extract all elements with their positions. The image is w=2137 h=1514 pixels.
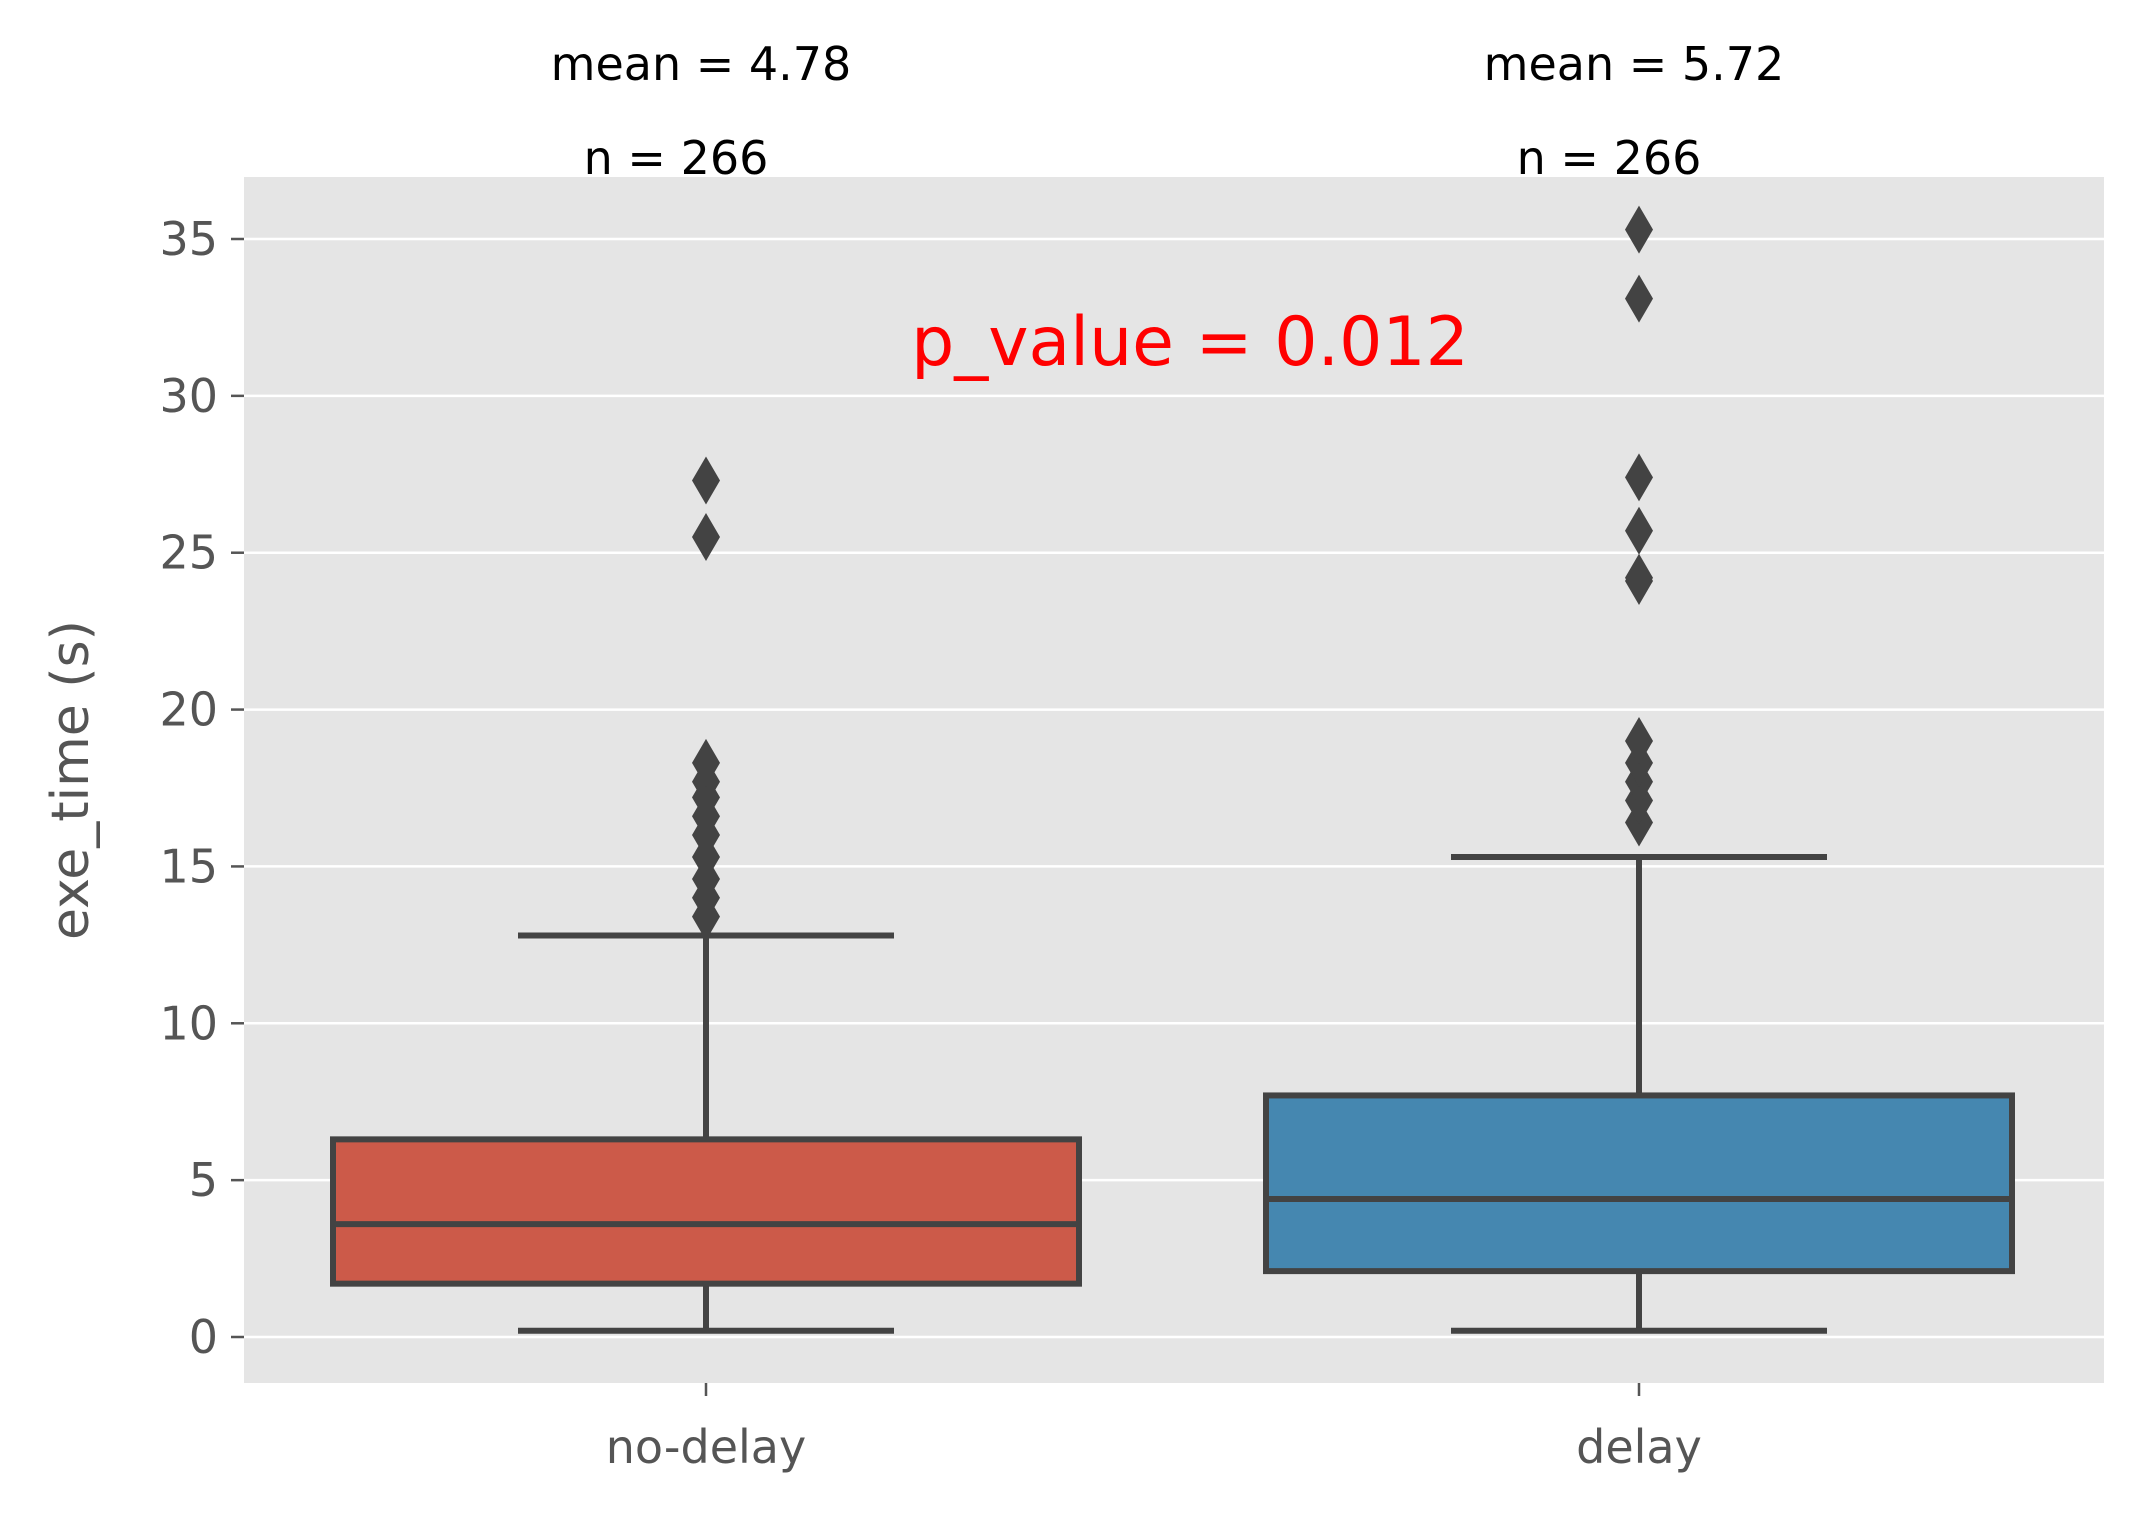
box-iqr (330, 1136, 1082, 1287)
y-tick-label: 0 (189, 1310, 218, 1364)
outlier-point (1625, 553, 1653, 602)
outlier-point (1625, 205, 1653, 254)
p-value-label: p_value = 0.012 (911, 303, 1469, 382)
x-axis: no-delay delay (606, 1383, 1702, 1474)
y-tick-label: 15 (159, 839, 218, 893)
y-tick-label: 35 (159, 212, 218, 266)
y-tick-label: 30 (159, 369, 218, 423)
y-tick-label: 25 (159, 526, 218, 580)
outlier-point (1625, 453, 1653, 502)
outlier-point (692, 456, 720, 505)
box-iqr (1263, 1092, 2015, 1275)
y-tick-label: 5 (189, 1153, 218, 1207)
x-tick-label: delay (1576, 1420, 1702, 1474)
outlier-point (1625, 506, 1653, 555)
y-tick-label: 10 (159, 996, 218, 1050)
box-group-no-delay (330, 456, 1082, 1334)
box-series (330, 205, 2015, 1334)
outlier-point (1625, 716, 1653, 765)
x-tick-label: no-delay (606, 1420, 806, 1474)
mean-annotation: mean = 4.78 (551, 37, 852, 91)
box-group-delay (1263, 205, 2015, 1334)
y-axis: 0 5 10 15 20 25 30 35 (159, 212, 244, 1364)
y-axis-label: exe_time (s) (41, 620, 101, 940)
n-annotation: n = 266 (1517, 131, 1702, 185)
outlier-point (1625, 274, 1653, 323)
outlier-point (692, 513, 720, 562)
n-annotation: n = 266 (584, 131, 769, 185)
annotations: mean = 4.78 n = 266 mean = 5.72 n = 266 (551, 37, 1785, 185)
mean-annotation: mean = 5.72 (1484, 37, 1785, 91)
y-tick-label: 20 (159, 683, 218, 737)
outlier-point (692, 738, 720, 787)
